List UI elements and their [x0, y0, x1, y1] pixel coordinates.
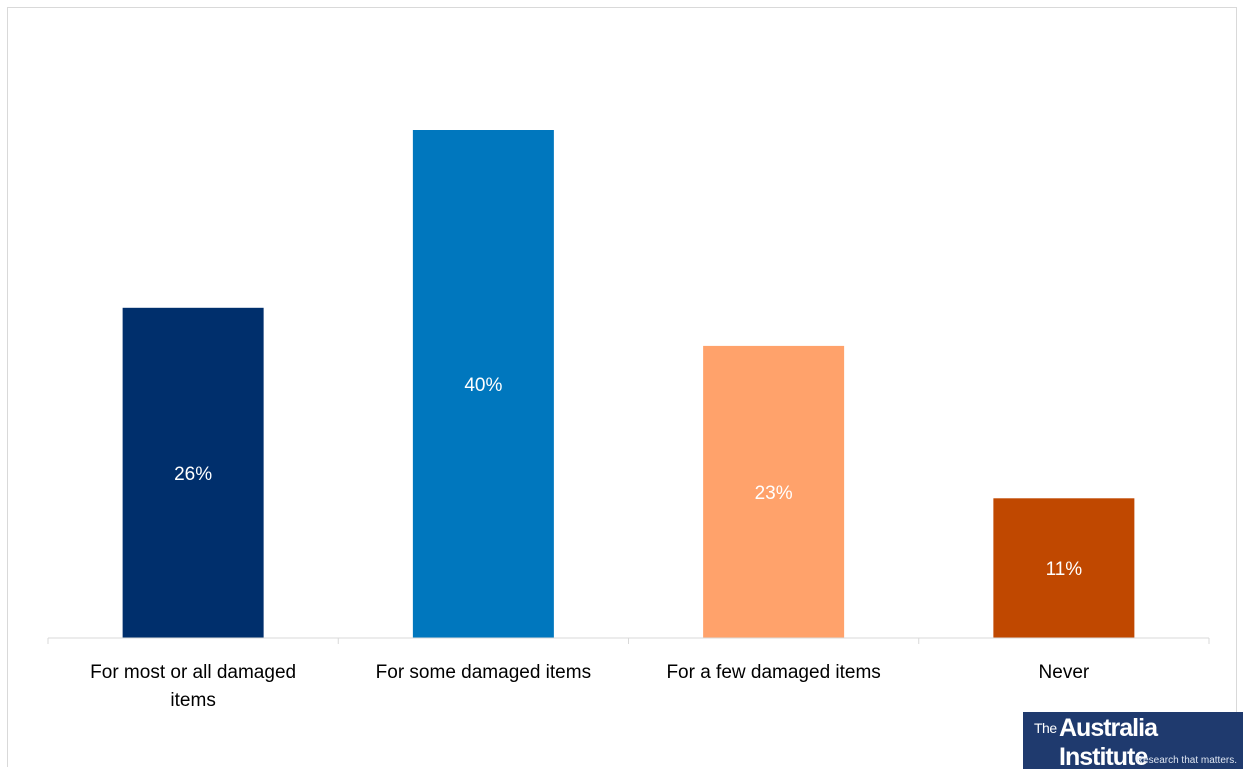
category-label-1-line-1: For most or all damaged: [90, 662, 296, 683]
category-label-4: Never: [1039, 662, 1090, 683]
data-label-4: 11%: [1046, 559, 1083, 580]
category-label-1-line-2: items: [170, 690, 215, 711]
logo-prefix: The: [1034, 720, 1057, 736]
category-label-2: For some damaged items: [376, 662, 591, 683]
bar-1: [122, 307, 264, 638]
data-label-1: 26%: [174, 464, 212, 485]
bar-2: [412, 130, 554, 638]
logo-name: Australia Institute: [1059, 714, 1158, 771]
bar-3: [703, 345, 845, 638]
logo-tagline: Research that matters.: [1135, 755, 1237, 766]
bar-4: [993, 498, 1135, 638]
data-label-3: 23%: [755, 483, 793, 504]
chart-frame: [7, 7, 1237, 767]
category-label-3: For a few damaged items: [666, 662, 880, 683]
data-label-2: 40%: [464, 375, 502, 396]
australia-institute-logo: The Australia Institute Research that ma…: [1023, 712, 1243, 771]
